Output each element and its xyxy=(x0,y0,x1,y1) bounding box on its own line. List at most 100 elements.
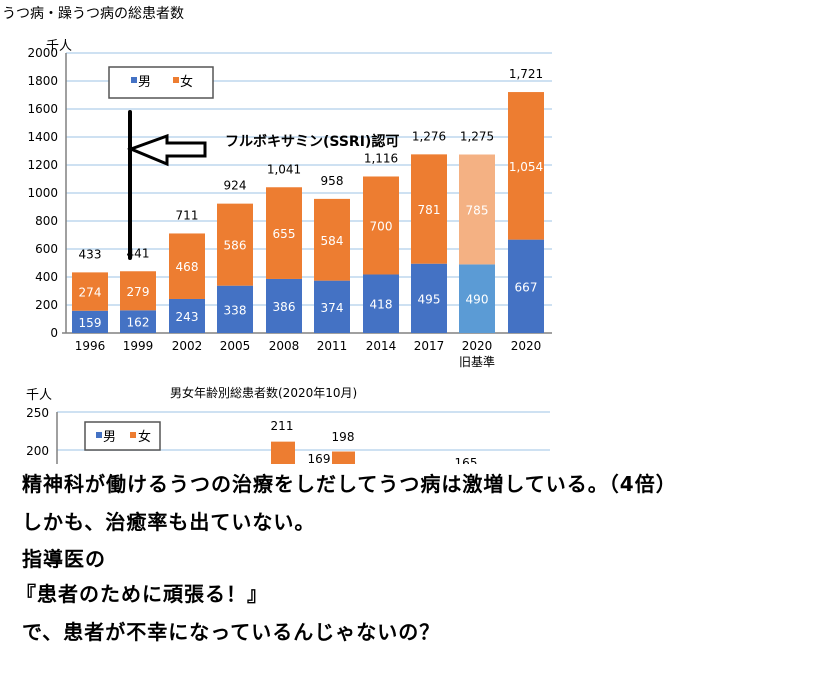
data-label-female: 785 xyxy=(466,203,489,217)
y-tick-label: 200 xyxy=(35,298,58,312)
bar-female xyxy=(72,272,108,311)
data-label-female: 279 xyxy=(127,285,150,299)
message-line: で、患者が不幸になっているんじゃないの？ xyxy=(22,620,441,644)
legend-swatch-male xyxy=(96,432,102,438)
y-axis-unit: 千人 xyxy=(26,388,52,403)
x-tick-label: 1999 xyxy=(123,339,154,353)
data-label-total: 1,721 xyxy=(509,67,543,81)
bar-male xyxy=(217,285,253,333)
y-tick-label: 200 xyxy=(26,444,49,458)
data-label-female: 781 xyxy=(418,203,441,217)
legend-label-male: 男 xyxy=(138,75,151,90)
legend-swatch-male xyxy=(131,77,137,83)
y-tick-label: 1200 xyxy=(27,158,58,172)
data-label-male: 490 xyxy=(466,293,489,307)
data-label-male: 495 xyxy=(418,292,441,306)
message-line: 『患者のために頑張る！』 xyxy=(16,582,268,606)
data-label-male: 162 xyxy=(127,316,150,330)
y-tick-label: 1800 xyxy=(27,74,58,88)
bar-female xyxy=(169,233,205,299)
legend-label-female: 女 xyxy=(180,74,193,90)
bar-female xyxy=(266,187,302,279)
data-label-total: 1,041 xyxy=(267,162,301,176)
x-tick-label: 2020 xyxy=(511,339,542,353)
bar-female xyxy=(459,154,495,265)
data-label-total: 1,116 xyxy=(364,151,398,165)
age-gender-chart: 男女年齢別総患者数(2020年10月)千人200250211169198165男… xyxy=(26,385,550,470)
bar-male xyxy=(169,298,205,333)
bar-female xyxy=(120,271,156,311)
data-label-male: 667 xyxy=(515,280,538,294)
data-label-female: 700 xyxy=(370,219,393,233)
x-tick-label: 2008 xyxy=(269,339,300,353)
data-label-male: 338 xyxy=(224,303,247,317)
x-tick-label: 2011 xyxy=(317,339,348,353)
x-tick-label: 2005 xyxy=(220,339,251,353)
bar-male xyxy=(72,310,108,333)
bar-male xyxy=(314,280,350,333)
y-tick-label: 400 xyxy=(35,270,58,284)
data-label-female: 584 xyxy=(321,234,344,248)
arrow-left-icon xyxy=(126,133,207,167)
data-label-male: 418 xyxy=(370,298,393,312)
legend xyxy=(108,66,214,99)
data-label: 169 xyxy=(308,452,331,466)
y-tick-label: 600 xyxy=(35,242,58,256)
data-label-male: 243 xyxy=(176,310,199,324)
data-label-total: 1,276 xyxy=(412,129,446,143)
bar-male xyxy=(120,310,156,333)
y-tick-label: 800 xyxy=(35,214,58,228)
data-label-female: 586 xyxy=(224,239,247,253)
bar-male xyxy=(459,264,495,333)
y-tick-label: 1000 xyxy=(27,186,58,200)
bar-male xyxy=(363,274,399,333)
data-label: 198 xyxy=(332,430,355,444)
legend-label-male: 男 xyxy=(103,430,116,445)
bar-male xyxy=(411,263,447,333)
x-tick-label: 1996 xyxy=(75,339,106,353)
chart-title: 男女年齢別総患者数(2020年10月) xyxy=(170,385,357,400)
bar-male xyxy=(266,278,302,333)
x-tick-label: 2020 xyxy=(462,339,493,353)
data-label-female: 1,054 xyxy=(509,160,543,174)
data-label-female: 468 xyxy=(176,260,199,274)
annotation-label: フルボキサミン(SSRI)認可 xyxy=(225,133,399,150)
x-tick-label: 2002 xyxy=(172,339,203,353)
x-tick-label: 2014 xyxy=(366,339,397,353)
bar-female xyxy=(508,92,544,240)
data-label-female: 655 xyxy=(273,227,296,241)
data-label-total: 433 xyxy=(79,247,102,261)
data-label-male: 374 xyxy=(321,301,344,315)
message-area xyxy=(0,464,823,675)
data-label: 211 xyxy=(271,419,294,433)
bar-female xyxy=(314,198,350,281)
data-label-total: 441 xyxy=(127,246,150,260)
bar-male xyxy=(508,239,544,333)
y-tick-label: 2000 xyxy=(27,46,58,60)
legend-swatch-female xyxy=(173,77,179,83)
data-label-total: 1,275 xyxy=(460,130,494,144)
message-line: 指導医の xyxy=(22,547,106,571)
data-label-female: 274 xyxy=(79,286,102,300)
x-tick-label: 旧基準 xyxy=(459,354,495,369)
legend-swatch-female xyxy=(130,432,136,438)
message-line: しかも、治癒率も出ていない。 xyxy=(22,510,316,534)
data-label-male: 386 xyxy=(273,300,296,314)
data-label-male: 159 xyxy=(79,316,102,330)
message-line: 精神科が働けるうつの治療をしだしてうつ病は激増している。（4倍） xyxy=(22,472,677,496)
data-label-total: 711 xyxy=(176,208,199,222)
bar-female xyxy=(411,154,447,264)
y-axis-unit: 千人 xyxy=(46,39,72,54)
data-label-total: 924 xyxy=(224,179,247,193)
chart-title: うつ病・躁うつ病の総患者数 xyxy=(2,6,184,22)
y-tick-label: 1400 xyxy=(27,130,58,144)
legend-label-female: 女 xyxy=(138,429,151,445)
bar-female xyxy=(363,176,399,275)
y-tick-label: 1600 xyxy=(27,102,58,116)
y-tick-label: 0 xyxy=(50,326,58,340)
x-tick-label: 2017 xyxy=(414,339,445,353)
data-label-total: 958 xyxy=(321,174,344,188)
y-tick-label: 250 xyxy=(26,406,49,420)
bar-female xyxy=(217,203,253,286)
